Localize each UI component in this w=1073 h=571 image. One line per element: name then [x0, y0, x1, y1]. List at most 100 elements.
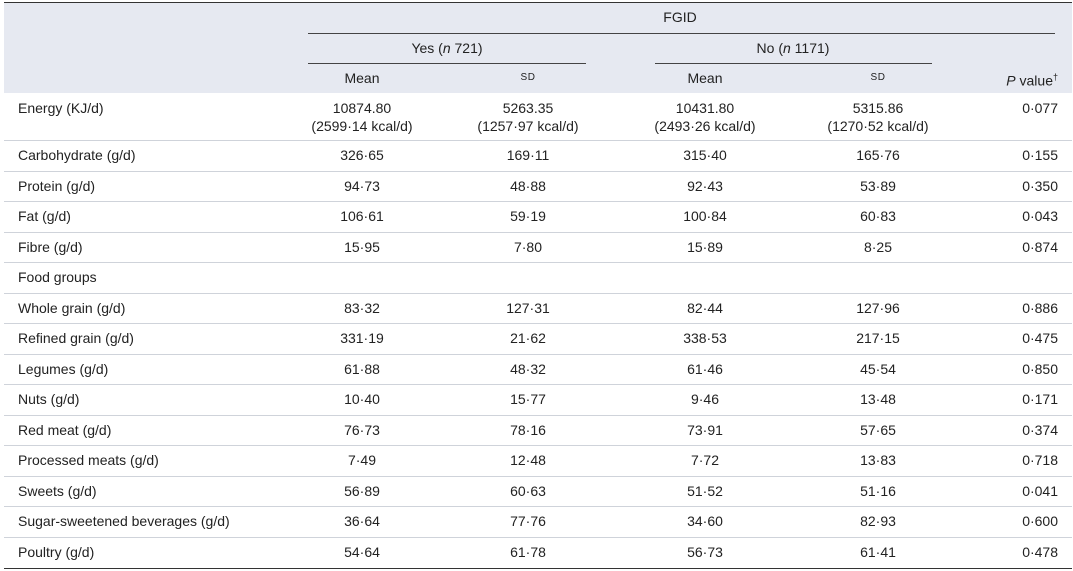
- cell: 45·54: [728, 360, 1028, 378]
- p-value: 0·475: [1022, 330, 1058, 347]
- cell-value: 9·46: [690, 391, 720, 408]
- cell: 217·15: [728, 329, 1028, 347]
- cell-value: 76·73: [344, 421, 380, 438]
- cell-value: 53·89: [860, 177, 896, 194]
- cell: 8·25: [728, 238, 1028, 256]
- cell: 165·76: [728, 146, 1028, 164]
- p-value: 0·374: [1022, 421, 1058, 438]
- cell: 10874.80 (2599·14 kcal/d): [212, 99, 512, 135]
- cell-value: 51·16: [860, 482, 896, 499]
- cell-value: 57·65: [860, 421, 896, 438]
- row-rule: [4, 475, 1072, 477]
- p-value: 0·171: [1022, 391, 1058, 408]
- cell-secondary: (1257·97 kcal/d): [477, 118, 579, 134]
- cell: 7·80: [378, 238, 678, 256]
- cell-value: 61·78: [510, 543, 546, 560]
- cell: 21·62: [378, 329, 678, 347]
- cell: 326·65: [212, 146, 512, 164]
- cell: 76·73: [212, 421, 512, 439]
- cell-value: 127·96: [856, 299, 900, 316]
- cell-value: 331·19: [340, 330, 384, 347]
- cell: 61·41: [728, 543, 1028, 561]
- cell-value: 100·84: [683, 208, 727, 225]
- p-value: 0·077: [1022, 100, 1058, 116]
- subgroup-text: 721): [450, 40, 483, 56]
- row-label: Red meat (g/d): [18, 421, 112, 438]
- cell-value: 77·76: [510, 513, 546, 530]
- cell-value: 217·15: [856, 330, 900, 347]
- cell-value: 56·89: [344, 482, 380, 499]
- cell-value: 60·83: [860, 208, 896, 225]
- cell: 5315.86 (1270·52 kcal/d): [728, 99, 1028, 135]
- row-label: Legumes (g/d): [18, 360, 109, 377]
- cell-secondary: (2599·14 kcal/d): [311, 118, 413, 134]
- cell-value: 94·73: [344, 177, 380, 194]
- cell-value: 45·54: [860, 360, 896, 377]
- cell-secondary: (1270·52 kcal/d): [827, 118, 929, 134]
- cell-value: 48·32: [510, 360, 546, 377]
- row-label: Poultry (g/d): [18, 543, 95, 560]
- cell: 315·40: [555, 146, 855, 164]
- cell: 7·72: [555, 451, 855, 469]
- cell: 61·46: [555, 360, 855, 378]
- header-background: [4, 2, 1072, 93]
- subgroup-text: Yes (: [411, 40, 443, 56]
- subgroup-text: 1171): [790, 40, 830, 56]
- cell: 169·11: [378, 146, 678, 164]
- subgroup-header: Yes (n 721): [297, 39, 597, 57]
- cell-value: 338·53: [683, 330, 727, 347]
- cell-value: 13·48: [860, 391, 896, 408]
- row-rule: [4, 140, 1072, 141]
- cell-value: 165·76: [856, 147, 900, 164]
- cell-value: 61·41: [860, 543, 896, 560]
- cell-value: 13·83: [860, 452, 896, 469]
- row-label: Refined grain (g/d): [18, 330, 134, 347]
- row-label: Fibre (g/d): [18, 238, 83, 255]
- cell: 48·88: [378, 177, 678, 195]
- p-value: 0·886: [1022, 299, 1058, 316]
- cell: 94·73: [212, 177, 512, 195]
- p-text: value: [1015, 72, 1053, 89]
- cell-value: 21·62: [510, 330, 546, 347]
- cell: 92·43: [555, 177, 855, 195]
- row-rule: [4, 262, 1072, 263]
- cell-value: 106·61: [340, 208, 384, 225]
- cell: 13·48: [728, 390, 1028, 408]
- row-rule: [4, 414, 1072, 416]
- cell-value: 169·11: [506, 147, 550, 164]
- cell: 54·64: [212, 543, 512, 561]
- row-label: Protein (g/d): [18, 177, 96, 194]
- cell: 106·61: [212, 207, 512, 225]
- row-rule: [4, 231, 1072, 233]
- row-rule: [4, 353, 1072, 355]
- column-header: P value†: [1006, 68, 1058, 90]
- group-header: FGID: [663, 9, 697, 25]
- cell: 48·32: [378, 360, 678, 378]
- row-label: Whole grain (g/d): [18, 299, 126, 316]
- cell-value: 10874.80: [332, 100, 392, 116]
- cell: 36·64: [212, 512, 512, 530]
- cell-value: 7·72: [690, 452, 720, 469]
- row-rule: [4, 201, 1072, 202]
- row-rule: [4, 292, 1072, 294]
- subgroup-rule: [308, 63, 586, 64]
- cell-value: 54·64: [344, 543, 380, 560]
- cell-value: 15·89: [687, 238, 723, 255]
- cell-value: 61·46: [687, 360, 723, 377]
- subgroup-n: n: [442, 40, 451, 56]
- cell-value: 8·25: [863, 238, 893, 255]
- cell-value: 5315.86: [852, 100, 904, 116]
- cell: 57·65: [728, 421, 1028, 439]
- column-header: SD: [520, 72, 536, 83]
- cell: 10431.80 (2493·26 kcal/d): [555, 99, 855, 135]
- cell-value: 92·43: [687, 177, 723, 194]
- p-value: 0·874: [1022, 238, 1058, 255]
- cell-value: 127·31: [506, 299, 550, 316]
- cell: 13·83: [728, 451, 1028, 469]
- row-label: Processed meats (g/d): [18, 452, 159, 469]
- cell-value: 7·80: [513, 238, 543, 255]
- p-symbol: P: [1006, 72, 1016, 89]
- cell: 60·63: [378, 482, 678, 500]
